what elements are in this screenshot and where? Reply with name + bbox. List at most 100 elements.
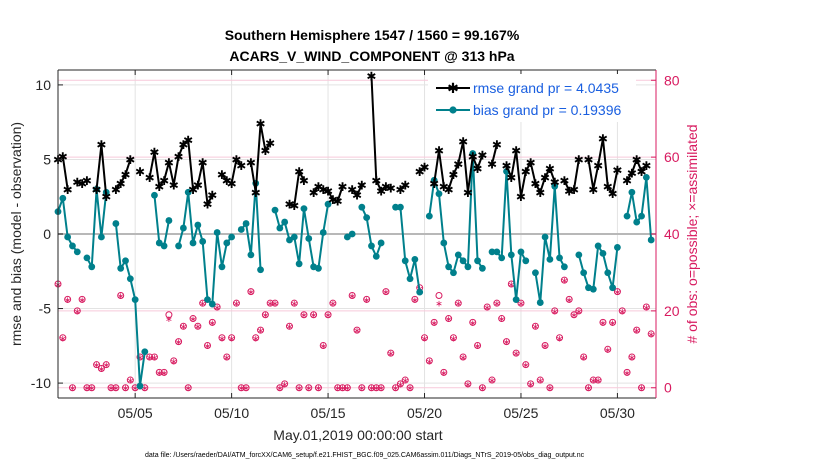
rmse-marker: ✱ — [530, 177, 540, 191]
bias-marker — [416, 288, 424, 296]
obs-assimilated-marker: ∗ — [479, 384, 487, 394]
obs-assimilated-marker: ∗ — [387, 350, 395, 360]
obs-possible-marker — [136, 353, 144, 361]
obs-possible-marker — [247, 288, 255, 296]
obs-possible-marker — [300, 311, 308, 319]
obs-possible-marker — [445, 315, 453, 323]
bias-marker — [454, 251, 462, 259]
x-tick-label: 05/10 — [214, 405, 249, 421]
rmse-marker: ✱ — [458, 135, 468, 149]
obs-assimilated-marker: ∗ — [291, 300, 299, 310]
obs-assimilated-marker: ∗ — [315, 384, 323, 394]
rmse-marker: ✱ — [444, 183, 454, 197]
bias-marker — [522, 257, 530, 265]
rmse-marker: ✱ — [347, 183, 357, 197]
obs-possible-marker — [556, 334, 564, 342]
bias-marker — [594, 242, 602, 250]
bias-marker — [517, 248, 525, 256]
bias-marker — [589, 285, 597, 293]
obs-possible-marker — [363, 295, 371, 303]
bias-marker — [271, 206, 279, 214]
chart-subtitle: ACARS_V_WIND_COMPONENT @ 313 hPa — [229, 48, 514, 64]
bias-marker — [69, 242, 76, 250]
bias-marker — [397, 203, 404, 211]
obs-possible-marker — [392, 384, 400, 392]
obs-possible-marker — [377, 384, 385, 392]
obs-assimilated-marker: ∗ — [247, 288, 255, 298]
obs-assimilated-marker: ∗ — [638, 384, 646, 394]
rmse-marker: ✱ — [58, 150, 68, 164]
rmse-marker: ✱ — [265, 137, 275, 151]
obs-assimilated-marker: ∗ — [532, 323, 540, 333]
obs-assimilated-marker: ∗ — [517, 300, 525, 310]
rmse-line — [370, 75, 392, 192]
obs-possible-marker — [618, 307, 626, 315]
obs-assimilated-marker: ∗ — [618, 307, 626, 317]
obs-assimilated-marker: ∗ — [180, 323, 188, 333]
bias-marker — [411, 255, 419, 263]
obs-assimilated-marker: ∗ — [83, 384, 91, 394]
bias-marker — [184, 188, 192, 196]
rmse-marker: ✱ — [516, 190, 526, 204]
obs-possible-marker — [305, 384, 313, 392]
bias-marker — [575, 251, 583, 259]
bias-marker — [440, 239, 448, 247]
obs-assimilated-marker: ∗ — [146, 353, 154, 363]
rmse-marker: ✱ — [622, 174, 632, 188]
obs-possible-marker — [609, 318, 617, 326]
obs-assimilated-marker: ∗ — [594, 377, 602, 387]
obs-assimilated-marker: ∗ — [406, 384, 414, 394]
obs-assimilated-marker: ∗ — [112, 384, 120, 394]
legend: ✱ rmse grand pr = 4.0435 bias grand pr =… — [428, 74, 636, 122]
rmse-marker: ✱ — [603, 180, 613, 194]
obs-assimilated-marker: ∗ — [189, 315, 197, 325]
obs-possible-marker — [493, 299, 501, 307]
obs-assimilated-marker: ∗ — [503, 338, 511, 348]
rmse-series: ✱✱✱✱✱✱✱✱✱✱✱✱✱ ✱✱✱✱✱✱✱✱✱✱✱✱✱✱✱✱✱✱✱ ✱✱✱✱✱✱✱✱… — [53, 69, 651, 213]
obs-possible-marker — [541, 341, 549, 349]
rmse-line — [491, 144, 498, 165]
rmse-marker: ✱ — [236, 159, 246, 173]
obs-possible-marker — [454, 299, 462, 307]
obs-assimilated-marker: ∗ — [199, 300, 207, 310]
obs-possible-marker — [276, 384, 284, 392]
y2-tick-label: 40 — [664, 226, 680, 242]
obs-assimilated-marker: ∗ — [209, 319, 217, 329]
obs-assimilated-marker: ∗ — [194, 323, 202, 333]
bias-marker — [213, 229, 221, 236]
obs-possible-marker — [498, 315, 506, 323]
bias-marker — [73, 248, 81, 256]
obs-possible-marker — [387, 349, 395, 357]
rmse-marker: ✱ — [159, 174, 169, 188]
bias-marker — [546, 255, 554, 263]
obs-possible-marker — [469, 318, 477, 326]
obs-assimilated-marker: ∗ — [368, 384, 376, 394]
obs-possible-marker — [642, 303, 650, 311]
obs-assimilated-marker: ∗ — [392, 384, 400, 394]
rmse-marker: ✱ — [169, 178, 179, 192]
bias-marker — [199, 238, 207, 245]
obs-assimilated-marker: ∗ — [88, 384, 96, 394]
rmse-marker: ✱ — [506, 171, 516, 185]
rmse-marker: ✱ — [627, 166, 637, 180]
bias-marker — [64, 233, 72, 241]
rmse-marker: ✱ — [429, 177, 439, 191]
bias-marker — [358, 203, 366, 211]
rmse-marker: ✱ — [637, 165, 647, 179]
bias-marker — [281, 218, 289, 226]
bias-marker — [179, 224, 187, 232]
obs-assimilated-marker: ∗ — [156, 369, 164, 379]
obs-assimilated-marker: ∗ — [266, 300, 274, 310]
rmse-marker: ✱ — [535, 186, 545, 200]
rmse-line — [626, 158, 648, 181]
bias-marker — [112, 220, 120, 227]
rmse-marker: ✱ — [101, 190, 111, 204]
rmse-marker: ✱ — [227, 177, 237, 191]
obs-possible-marker — [613, 288, 621, 296]
rmse-marker: ✱ — [439, 180, 449, 194]
obs-assimilated-marker: ∗ — [136, 353, 144, 363]
rmse-marker: ✱ — [154, 180, 164, 194]
bias-marker — [532, 269, 539, 277]
obs-assimilated-marker: ∗ — [474, 342, 482, 352]
